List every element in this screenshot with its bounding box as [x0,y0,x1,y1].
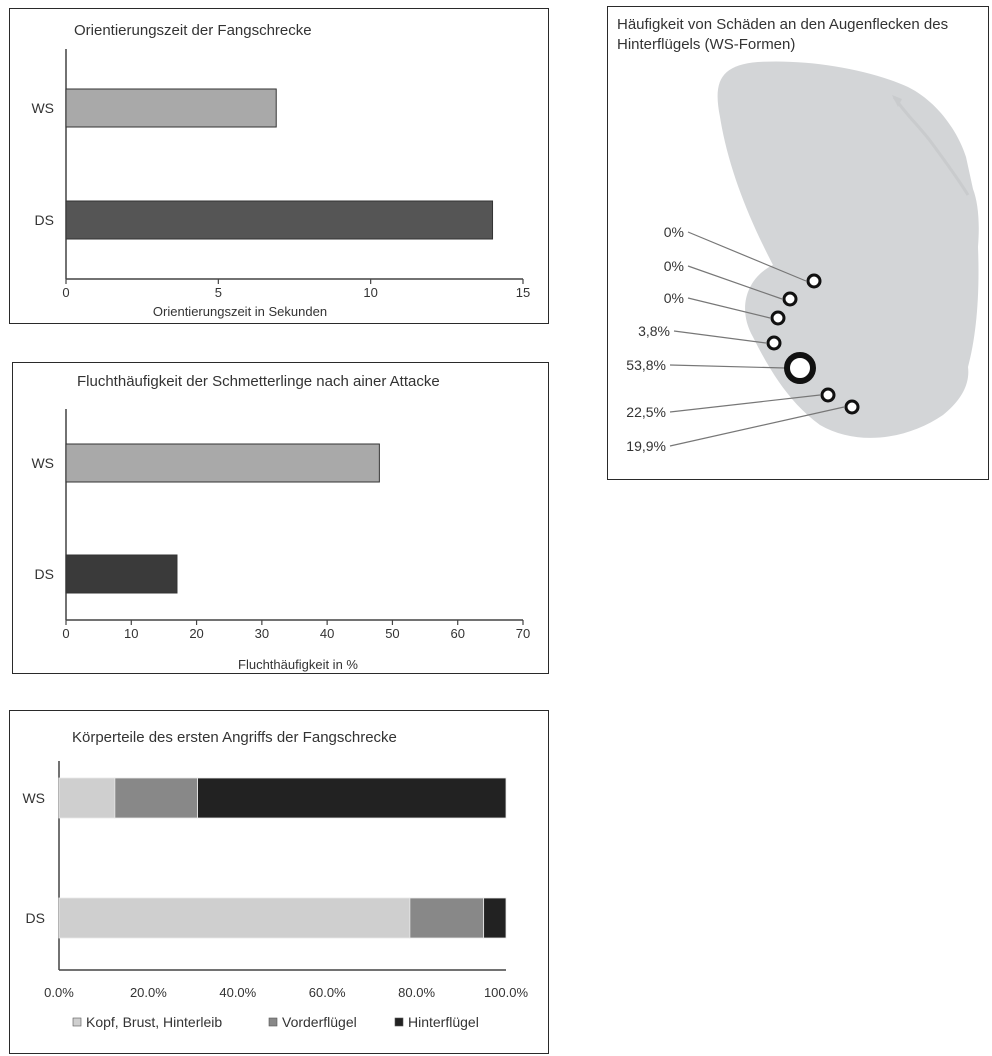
chart-title: Orientierungszeit der Fangschrecke [74,22,312,39]
leader-line [673,330,767,344]
eyespot-marker [770,310,786,326]
x-tick-label: 0 [62,285,69,300]
legend-swatch [72,1017,82,1027]
diagram-panel-eyespot-damage: Häufigkeit von Schäden an den Augenfleck… [607,6,989,480]
category-label: DS [26,910,45,926]
category-label: DS [35,566,54,582]
damage-percent-label: 0% [664,258,684,274]
x-tick-label: 40.0% [219,985,256,1000]
category-label: WS [31,100,54,116]
x-tick-label: 60.0% [309,985,346,1000]
chart-title: Körperteile des ersten Angriffs der Fang… [72,729,397,746]
chart-panel-escape-frequency: Fluchthäufigkeit der Schmetterlinge nach… [12,362,549,674]
legend-label: Hinterflügel [408,1014,479,1030]
bar-ds [65,554,178,594]
damage-percent-label: 22,5% [626,404,666,420]
x-tick-label: 20 [189,626,203,641]
damage-percent-label: 19,9% [626,438,666,454]
chart-panel-orientation-time: Orientierungszeit der Fangschrecke 0 5 10 1… [9,8,549,324]
bar-segment-ds-1 [409,897,485,939]
antenna-tip [892,95,902,107]
bar-chart-orientation-time: 0 5 10 15 WS DS Orientierungszeit in Sekunden [31,49,530,319]
x-tick-label: 10 [124,626,138,641]
legend-label: Kopf, Brust, Hinterleib [86,1014,222,1030]
x-tick-label: 30 [255,626,269,641]
bar-segment-ws-1 [114,777,198,819]
legend-swatch [394,1017,404,1027]
x-tick-label: 70 [516,626,530,641]
diagram-title: Häufigkeit von Schäden an den Augenfleck… [617,16,949,53]
legend-swatch [268,1017,278,1027]
leader-line [687,297,771,319]
x-tick-label: 60 [450,626,464,641]
x-tick-label: 20.0% [130,985,167,1000]
bar-segment-ds-2 [483,897,507,939]
eyespot-marker [766,335,782,351]
stacked-bar-chart-first-attack: 0.0% 20.0% 40.0% 60.0% 80.0% 100.0% WS DS Kopf, … [22,761,529,1030]
bar-ws [65,443,380,483]
antenna-shape [892,96,970,196]
leader-line [687,265,783,300]
category-label: DS [35,212,54,228]
x-tick-label: 10 [363,285,377,300]
x-tick-label: 40 [320,626,334,641]
eyespot-marker [820,387,836,403]
x-tick-label: 50 [385,626,399,641]
bar-ds [65,200,494,240]
eyespot-marker [784,352,816,384]
eyespot-marker [844,399,860,415]
leader-line [669,394,821,413]
butterfly-wing-diagram: 0% 0% 0% 3,8% 53,8% 22,5% 19,9% [626,61,979,454]
hindwing-shape [717,61,979,438]
damage-percent-label: 0% [664,224,684,240]
x-tick-label: 15 [516,285,530,300]
bar-segment-ws-2 [197,777,507,819]
leader-line [687,231,807,282]
bar-ws [65,88,277,128]
chart-title: Fluchthäufigkeit der Schmetterlinge nach… [77,373,440,390]
damage-percent-label: 53,8% [626,357,666,373]
leader-line [669,406,845,447]
damage-percent-label: 0% [664,290,684,306]
category-label: WS [31,455,54,471]
damage-percent-label: 3,8% [638,323,670,339]
x-tick-label: 5 [215,285,222,300]
eyespot-marker [782,291,798,307]
chart-panel-first-attack: Körperteile des ersten Angriffs der Fang… [9,710,549,1054]
x-tick-label: 80.0% [398,985,435,1000]
x-axis-title: Fluchthäufigkeit in % [238,657,358,672]
category-label: WS [22,790,45,806]
x-tick-label: 0.0% [44,985,74,1000]
x-tick-label: 100.0% [484,985,529,1000]
leader-line [669,364,786,369]
x-tick-label: 0 [62,626,69,641]
eyespot-marker [806,273,822,289]
bar-segment-ws-0 [58,777,116,819]
legend-label: Vorderflügel [282,1014,357,1030]
x-axis-title: Orientierungszeit in Sekunden [153,304,327,319]
bar-segment-ds-0 [58,897,411,939]
bar-chart-escape-frequency: 0 10 20 30 40 50 60 70 WS DS Fluchthäufigkeit in % [31,409,530,672]
